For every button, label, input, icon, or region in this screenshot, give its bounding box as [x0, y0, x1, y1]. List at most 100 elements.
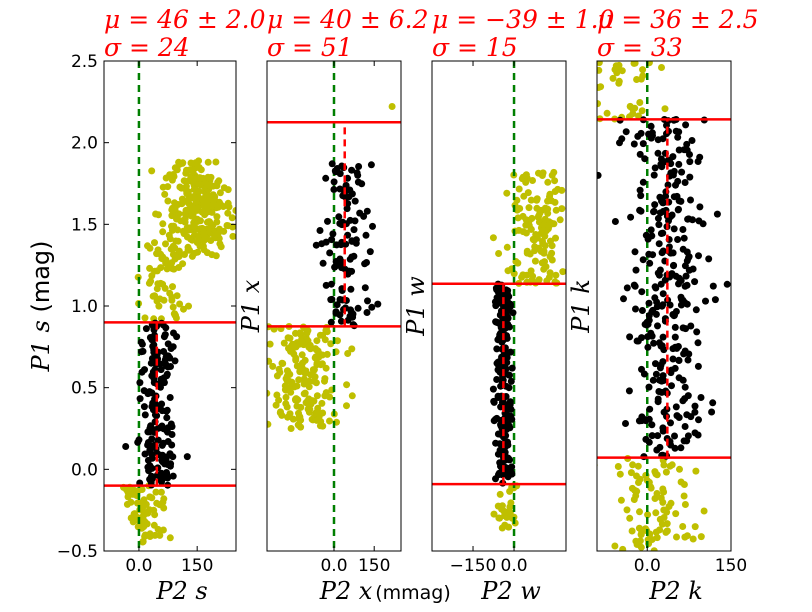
yellow-point [653, 534, 661, 542]
black-point [669, 355, 677, 363]
yellow-point [544, 209, 552, 217]
yellow-point [148, 167, 156, 175]
yellow-point [286, 410, 294, 418]
black-point [648, 308, 656, 316]
yellow-point [618, 67, 626, 75]
black-point [702, 297, 709, 305]
yellow-point [301, 369, 309, 377]
yellow-point [300, 390, 308, 398]
plot-area [597, 61, 731, 551]
yellow-point [680, 492, 688, 500]
yellow-point [597, 83, 605, 91]
yellow-point [635, 112, 642, 120]
yellow-point [296, 413, 304, 421]
yellow-point [178, 184, 185, 192]
yellow-point [215, 177, 223, 185]
black-point [686, 173, 694, 181]
yellow-point [127, 514, 135, 522]
yellow-point [313, 359, 321, 367]
stat-sigma: σ = 24 [104, 33, 190, 62]
black-point [654, 432, 662, 440]
black-point [672, 127, 680, 135]
yellow-point [310, 377, 318, 385]
yellow-point [650, 547, 658, 551]
black-point [319, 259, 327, 267]
yellow-point [691, 523, 699, 531]
yellow-point [146, 264, 154, 272]
yellow-point [545, 273, 553, 281]
yellow-point [152, 488, 160, 496]
black-point [674, 133, 682, 141]
black-point [642, 231, 650, 239]
yellow-point [138, 486, 146, 493]
black-point [330, 186, 338, 193]
yellow-point [169, 283, 176, 291]
yellow-point [323, 350, 331, 358]
yellow-point [127, 498, 135, 506]
black-point [647, 122, 655, 130]
black-point [694, 431, 702, 439]
yellow-point [157, 488, 165, 496]
yellow-point [180, 305, 187, 313]
black-point [328, 236, 336, 244]
yellow-point [322, 327, 330, 334]
yellow-point [661, 105, 669, 113]
yellow-point [611, 66, 619, 73]
black-point [162, 324, 170, 332]
black-point [620, 295, 627, 303]
black-point [644, 333, 652, 341]
stat-sigma: σ = 33 [597, 33, 683, 62]
yellow-point [313, 416, 321, 424]
black-point [346, 186, 354, 194]
black-point [650, 339, 658, 347]
yellow-point [660, 461, 668, 469]
black-point [362, 231, 370, 239]
black-point [672, 181, 679, 189]
black-point [687, 322, 695, 330]
yellow-point [529, 235, 537, 243]
black-point [166, 394, 174, 401]
yellow-point [198, 208, 206, 216]
black-point [136, 379, 144, 387]
yellow-point [169, 242, 177, 250]
yellow-point [343, 381, 351, 389]
black-point [622, 128, 630, 136]
black-point [670, 262, 677, 270]
yellow-point [637, 75, 645, 83]
yellow-point [305, 395, 313, 403]
black-point [167, 345, 175, 352]
black-point [682, 272, 690, 280]
panel-4: 0.0 150 μ = 36 ± 2.5σ = 33 P2 k P1 k [567, 5, 759, 605]
yellow-point [503, 189, 511, 197]
black-point [655, 221, 663, 229]
black-point [671, 444, 679, 452]
yellow-point [192, 196, 200, 204]
yellow-point [220, 184, 228, 192]
panel-2: 0.0 150 μ = 40 ± 6.2σ = 51 P2 x P1 x [237, 5, 429, 605]
yellow-point [321, 336, 329, 344]
black-point [162, 407, 170, 415]
yellow-point [522, 216, 530, 224]
yellow-point [229, 232, 236, 240]
black-point [646, 259, 654, 267]
black-point [324, 217, 331, 225]
black-point [708, 408, 716, 416]
yellow-point [665, 503, 673, 510]
black-point [135, 436, 143, 444]
y-axis-label: P1 x [237, 279, 265, 333]
yellow-point [679, 523, 687, 530]
yellow-point [551, 177, 559, 185]
yellow-point [172, 237, 180, 245]
yellow-point [185, 302, 192, 310]
black-point [493, 376, 501, 383]
yellow-point [267, 389, 271, 397]
black-point [136, 395, 144, 403]
yellow-point [177, 217, 185, 225]
black-point [674, 236, 682, 243]
yellow-point [490, 510, 498, 518]
yellow-point [615, 77, 623, 85]
yellow-point [343, 402, 350, 410]
yellow-point [344, 350, 352, 357]
black-point [358, 180, 366, 188]
black-point [675, 197, 683, 205]
